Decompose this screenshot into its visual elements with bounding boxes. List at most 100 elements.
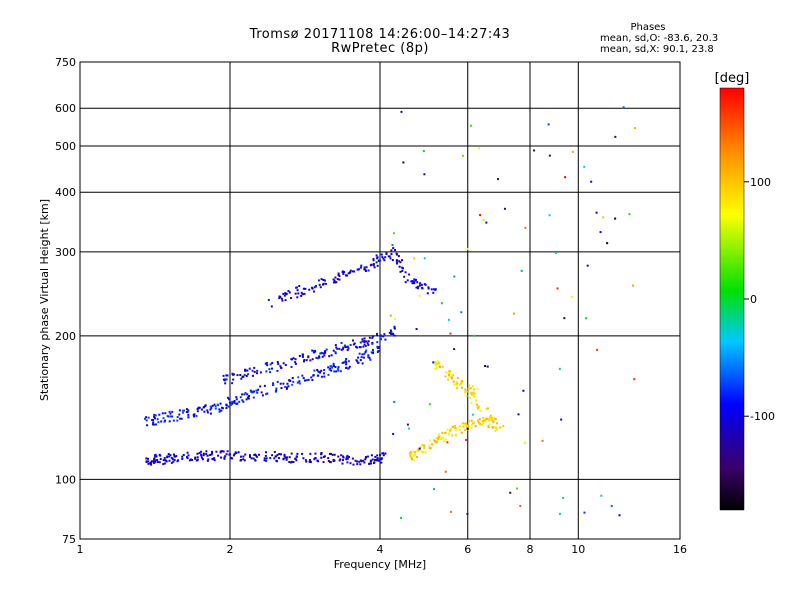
data-point xyxy=(312,351,315,354)
data-point xyxy=(323,279,326,282)
data-point xyxy=(153,454,156,457)
data-point xyxy=(177,459,180,462)
data-point xyxy=(469,387,472,390)
data-point xyxy=(332,349,335,352)
data-point xyxy=(289,461,292,464)
data-point xyxy=(548,154,551,157)
data-point xyxy=(369,264,372,267)
data-point xyxy=(317,374,320,377)
data-point xyxy=(295,455,298,458)
data-point xyxy=(414,453,417,456)
data-point xyxy=(412,281,415,284)
data-point xyxy=(276,369,279,372)
data-point xyxy=(461,154,464,157)
data-point xyxy=(248,455,251,458)
data-point xyxy=(432,291,435,294)
data-point xyxy=(196,452,199,455)
data-point xyxy=(441,431,444,434)
data-point xyxy=(280,366,283,369)
data-point xyxy=(247,396,250,399)
data-point xyxy=(520,269,523,272)
data-point xyxy=(221,450,224,453)
data-point xyxy=(187,416,190,419)
data-point xyxy=(253,453,256,456)
data-point xyxy=(391,244,394,247)
data-point xyxy=(479,409,482,412)
data-point xyxy=(475,399,478,402)
colorbar-tick-label: 100 xyxy=(750,176,771,189)
data-point xyxy=(395,260,398,263)
data-point xyxy=(426,292,429,295)
data-point xyxy=(482,421,485,424)
data-point xyxy=(271,454,274,457)
data-point xyxy=(225,374,228,377)
data-point xyxy=(473,392,476,395)
data-point xyxy=(384,338,387,341)
data-point xyxy=(366,455,369,458)
data-point xyxy=(313,458,316,461)
data-point xyxy=(329,367,332,370)
data-point xyxy=(265,457,268,460)
data-point xyxy=(455,429,458,432)
data-point xyxy=(164,419,167,422)
data-point xyxy=(444,375,447,378)
data-point xyxy=(147,462,150,465)
data-point xyxy=(214,407,217,410)
data-point xyxy=(484,365,487,368)
data-point xyxy=(434,361,437,364)
data-point xyxy=(404,271,407,274)
data-point xyxy=(308,460,311,463)
colorbar-tick-label: 0 xyxy=(750,293,757,306)
data-point xyxy=(382,257,385,260)
data-point xyxy=(186,457,189,460)
data-point xyxy=(313,286,316,289)
data-point xyxy=(290,365,293,368)
data-point xyxy=(176,416,179,419)
data-point xyxy=(369,358,372,361)
data-point xyxy=(446,378,449,381)
data-point xyxy=(476,387,479,390)
data-point xyxy=(237,451,240,454)
data-point xyxy=(452,380,455,383)
data-point xyxy=(462,425,465,428)
data-point xyxy=(383,259,386,262)
data-point xyxy=(266,392,269,395)
data-point xyxy=(207,458,210,461)
data-point xyxy=(421,287,424,290)
data-point xyxy=(415,455,418,458)
data-point xyxy=(503,207,506,210)
data-point xyxy=(469,396,472,399)
data-point xyxy=(334,344,337,347)
data-point xyxy=(478,147,481,150)
data-point xyxy=(304,287,307,290)
data-point xyxy=(225,453,228,456)
data-point xyxy=(295,459,298,462)
data-point xyxy=(451,377,454,380)
data-point xyxy=(471,393,474,396)
data-point xyxy=(341,270,344,273)
data-point xyxy=(452,383,455,386)
data-point xyxy=(266,364,269,367)
data-point xyxy=(215,450,218,453)
data-point xyxy=(372,258,375,261)
data-point xyxy=(556,287,559,290)
data-point xyxy=(437,362,440,365)
data-point xyxy=(345,458,348,461)
data-point xyxy=(159,454,162,457)
data-point xyxy=(328,355,331,358)
data-point xyxy=(239,374,242,377)
data-point xyxy=(363,268,366,271)
data-point xyxy=(380,253,383,256)
data-point xyxy=(416,281,419,284)
data-point xyxy=(222,374,225,377)
y-tick-label: 750 xyxy=(55,56,76,69)
data-point xyxy=(407,427,410,430)
data-point xyxy=(176,419,179,422)
data-point xyxy=(371,342,374,345)
data-point xyxy=(343,344,346,347)
data-point xyxy=(282,458,285,461)
data-point xyxy=(447,371,450,374)
data-point xyxy=(186,411,189,414)
x-tick-label: 4 xyxy=(377,543,384,556)
data-point xyxy=(209,405,212,408)
